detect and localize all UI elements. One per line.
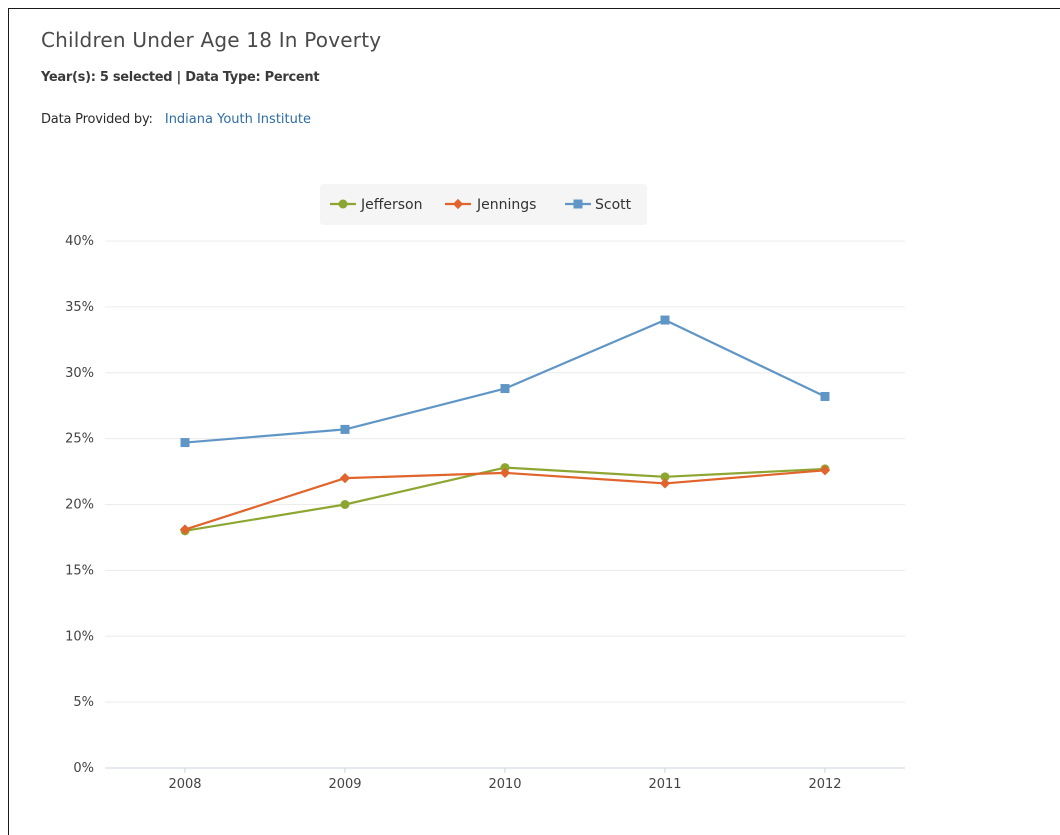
data-point-jefferson	[500, 463, 510, 473]
series-line-jennings	[184, 469, 826, 531]
legend-marker-jefferson	[338, 199, 348, 209]
data-point-scott	[180, 438, 190, 448]
legend-item-jennings[interactable]: Jennings	[445, 197, 536, 213]
data-point-jennings	[179, 524, 191, 535]
series-scott	[180, 315, 830, 448]
data-point-jennings	[339, 473, 351, 484]
legend-item-scott[interactable]: Scott	[565, 197, 632, 213]
y-tick-label: 25%	[65, 432, 94, 447]
data-point-scott	[340, 424, 350, 434]
data-provider-label: Data Provided by:	[41, 112, 153, 127]
x-tick-label: 2010	[488, 777, 521, 792]
data-provider: Data Provided by: Indiana Youth Institut…	[41, 112, 311, 127]
y-tick-label: 20%	[65, 498, 94, 513]
y-axis-ticks: 0% 5% 10% 15% 20% 25% 30% 35% 40%	[65, 234, 94, 776]
data-point-jefferson	[660, 472, 670, 482]
chart-panel	[8, 8, 1060, 835]
y-tick-label: 10%	[65, 629, 94, 644]
legend-marker-scott	[573, 199, 583, 209]
legend-label-scott: Scott	[595, 197, 632, 213]
legend[interactable]: Jefferson Jennings Scott	[320, 184, 647, 225]
grid-lines	[105, 240, 905, 703]
x-tick-label: 2009	[328, 777, 361, 792]
y-tick-label: 40%	[65, 234, 94, 249]
y-tick-label: 15%	[65, 563, 94, 578]
y-tick-label: 30%	[65, 366, 94, 381]
x-axis-ticks: 2008 2009 2010 2011 2012	[168, 768, 842, 792]
data-point-jefferson	[340, 500, 350, 509]
x-tick-label: 2011	[648, 777, 681, 792]
data-point-jennings	[659, 478, 671, 489]
legend-marker-jennings	[452, 198, 464, 210]
y-tick-label: 35%	[65, 300, 94, 315]
x-tick-label: 2008	[168, 777, 201, 792]
chart-title: Children Under Age 18 In Poverty	[41, 28, 382, 52]
x-tick-label: 2012	[808, 777, 841, 792]
legend-label-jennings: Jennings	[476, 197, 536, 213]
data-point-jennings	[499, 467, 511, 478]
data-point-jennings	[819, 465, 831, 476]
data-point-scott	[500, 384, 510, 394]
data-point-scott	[820, 391, 830, 401]
series-line-scott	[184, 318, 826, 444]
legend-label-jefferson: Jefferson	[360, 197, 423, 213]
data-point-scott	[660, 315, 670, 325]
data-provider-link[interactable]: Indiana Youth Institute	[164, 112, 311, 127]
legend-item-jefferson[interactable]: Jefferson	[330, 197, 423, 213]
y-tick-label: 0%	[73, 761, 94, 776]
chart-subtitle: Year(s): 5 selected | Data Type: Percent	[41, 70, 320, 85]
y-tick-label: 5%	[73, 695, 94, 710]
series-jennings	[179, 465, 831, 535]
legend-background	[320, 184, 647, 225]
